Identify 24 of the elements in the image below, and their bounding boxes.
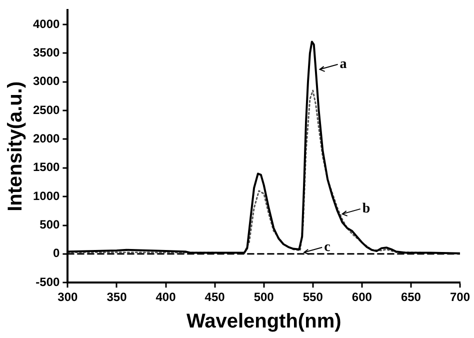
- y-tick-label: 4000: [32, 16, 60, 31]
- x-axis-title: Wavelength(nm): [186, 310, 342, 333]
- y-tick-label: 0: [53, 246, 60, 260]
- y-tick-label: 1500: [32, 160, 60, 174]
- x-tick-label: 550: [302, 290, 324, 304]
- annotation: b: [362, 202, 370, 217]
- y-tick-label: -500: [36, 274, 60, 289]
- x-tick-label: 300: [58, 290, 78, 304]
- x-tick-label: 650: [400, 290, 422, 304]
- x-tick-label: 450: [204, 290, 226, 304]
- x-tick-label: 400: [156, 290, 176, 304]
- x-tick-label: 600: [352, 290, 372, 304]
- y-axis-title: Intensity(a.u.): [4, 81, 27, 212]
- y-tick-label: 1000: [32, 188, 60, 203]
- annotation: a: [340, 57, 347, 72]
- x-tick-label: 700: [450, 290, 470, 304]
- y-tick-label: 500: [40, 218, 60, 232]
- y-tick-label: 2500: [32, 102, 60, 117]
- y-tick-label: 3500: [32, 46, 60, 60]
- annotation: c: [324, 240, 330, 255]
- y-tick-label: 3000: [32, 74, 60, 88]
- x-tick-label: 350: [106, 290, 128, 304]
- x-tick-label: 500: [254, 290, 274, 304]
- y-tick-label: 2000: [32, 132, 60, 146]
